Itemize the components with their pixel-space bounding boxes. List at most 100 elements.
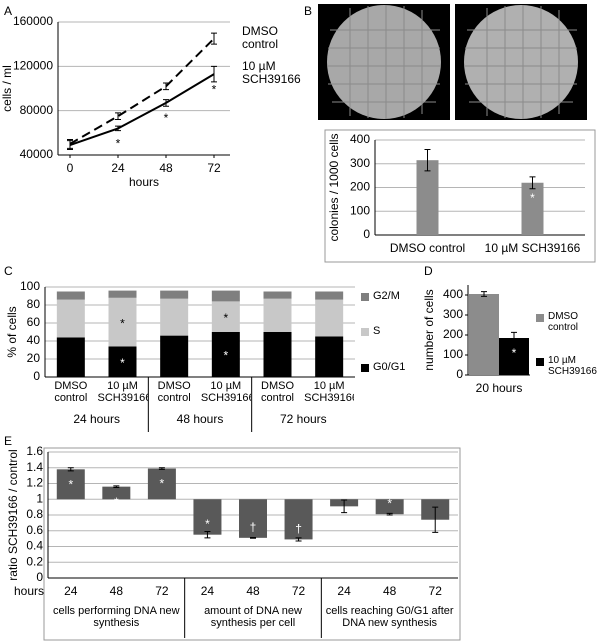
- significance-marker: *: [114, 495, 119, 509]
- x-tick-label: 72: [155, 584, 169, 598]
- error-bar: [341, 499, 348, 514]
- error-bar: [481, 291, 487, 297]
- significance-marker: *: [164, 111, 169, 125]
- group-label: 48 hours: [176, 413, 224, 426]
- group-label: 72 hours: [279, 413, 327, 426]
- x-tick-label: 24: [201, 584, 215, 598]
- bar: [160, 298, 189, 336]
- legend-label: 10 µM SCH39166: [548, 355, 597, 377]
- error-bar: [204, 531, 211, 539]
- significance-marker: *: [68, 477, 73, 491]
- bar: [416, 160, 439, 235]
- error-bar: [386, 512, 393, 516]
- x-tick-label: 48: [383, 584, 397, 598]
- y-axis-label: colonies / 1000 cells: [327, 133, 341, 241]
- group-label: 24 hours: [73, 413, 121, 426]
- x-tick-label-box: DMSO control: [260, 380, 295, 405]
- x-tick-label: 24: [111, 161, 125, 175]
- y-tick-label: 300: [443, 307, 463, 321]
- y-tick-label: 1.2: [26, 476, 43, 490]
- bar: [56, 299, 85, 338]
- x-tick-label: 48: [110, 584, 124, 598]
- x-tick-label: 10 µM SCH39166: [200, 380, 251, 405]
- x-tick-label: 72: [207, 161, 221, 175]
- significance-marker: *: [160, 477, 165, 491]
- legend-swatch: [536, 314, 544, 322]
- y-tick-label: 1.4: [26, 460, 43, 474]
- legend-label-box: S: [373, 325, 381, 337]
- panel-label: B: [304, 4, 312, 18]
- y-tick-label: 80000: [20, 103, 54, 117]
- y-tick-label: 120000: [13, 59, 53, 73]
- bar: [56, 469, 85, 500]
- bar: [56, 291, 85, 300]
- group-label-box: 72 hours: [279, 413, 327, 426]
- x-tick-label: 72: [292, 584, 306, 598]
- error-bar: [113, 485, 120, 488]
- y-tick-label: 0: [363, 227, 370, 241]
- bar: [375, 499, 404, 515]
- y-axis-label: % of cells: [5, 306, 19, 357]
- plate-grid: [328, 5, 577, 119]
- error-bar: [424, 149, 431, 172]
- x-tick-label: 20 hours: [476, 381, 523, 395]
- line: [69, 37, 215, 145]
- y-tick-label: 300: [350, 156, 370, 170]
- y-tick-label: 100: [20, 279, 40, 293]
- bar: [211, 332, 240, 377]
- error-bar: [432, 506, 439, 533]
- group-label-box: cells performing DNA new synthesis: [53, 605, 180, 629]
- y-tick-label: 40: [27, 333, 41, 347]
- significance-marker: †: [250, 520, 257, 534]
- bar: [315, 291, 344, 300]
- significance-marker: *: [223, 349, 228, 363]
- significance-marker: †: [295, 522, 302, 536]
- legend-label-box: G0/G1: [373, 361, 405, 373]
- y-tick-label: 400: [443, 287, 463, 301]
- group-label-box: cells reaching G0/G1 after DNA new synth…: [326, 605, 454, 629]
- x-tick-label: DMSO control: [260, 380, 295, 405]
- bar: [239, 499, 267, 538]
- bar: [284, 499, 313, 540]
- legend-label: DMSO control: [242, 24, 279, 51]
- y-tick-label: 100: [350, 203, 370, 217]
- x-tick-label: DMSO control: [54, 380, 88, 405]
- panel-frame: [43, 447, 461, 641]
- legend-label: S: [373, 325, 381, 337]
- bar: [147, 468, 176, 500]
- legend-label: DMSO control: [548, 311, 579, 333]
- panel-label: D: [424, 264, 433, 278]
- y-tick-label: 200: [350, 180, 370, 194]
- x-tick-label: 0: [67, 161, 74, 175]
- x-tick-label: 10 µM SCH39166: [485, 241, 581, 255]
- bar: [211, 301, 240, 332]
- x-tick-label: 72: [429, 584, 443, 598]
- panel-label: E: [4, 434, 12, 448]
- bar: [263, 332, 292, 377]
- legend-label-box: DMSO control: [242, 24, 279, 51]
- panel-label: A: [4, 4, 12, 18]
- x-tick-label-box: 10 µM SCH39166: [97, 380, 148, 405]
- x-tick-label: 24: [64, 584, 78, 598]
- y-axis-label: ratio SCH39166 / control: [6, 449, 20, 580]
- group-label: amount of DNA new synthesis per cell: [204, 605, 302, 630]
- bar: [469, 294, 499, 375]
- bar: [521, 182, 544, 235]
- x-tick-label: 10 µM SCH39166: [97, 380, 148, 405]
- y-tick-label: 0: [456, 367, 463, 381]
- x-tick-label: 48: [159, 161, 173, 175]
- bar: [263, 298, 292, 332]
- y-axis-label: cells / ml: [0, 65, 14, 112]
- legend-label-box: DMSO control: [548, 311, 579, 333]
- y-tick-label: 400: [350, 132, 370, 146]
- y-tick-label: 0.4: [26, 539, 43, 553]
- bar: [160, 335, 189, 377]
- error-bar: [211, 65, 217, 83]
- legend-label: 10 µM SCH39166: [242, 60, 301, 87]
- significance-marker: *: [120, 316, 125, 330]
- y-tick-label: 60: [27, 315, 41, 329]
- y-tick-label: 0: [36, 570, 43, 584]
- y-tick-label: 0.6: [26, 523, 43, 537]
- error-bar: [158, 467, 165, 470]
